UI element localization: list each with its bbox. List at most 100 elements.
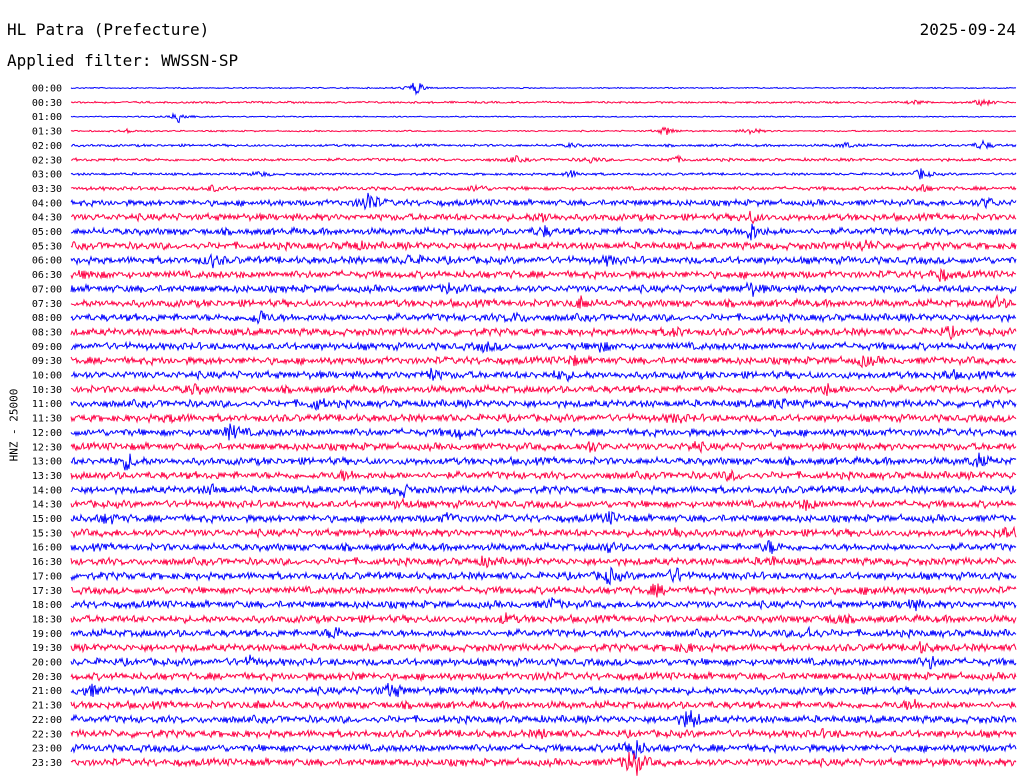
time-tick-label: 17:30	[32, 586, 62, 597]
seismic-trace-1330	[70, 468, 1017, 483]
time-tick-label: 10:30	[32, 385, 62, 396]
seismic-trace-0400	[70, 192, 1017, 211]
time-tick-label: 12:30	[32, 442, 62, 453]
seismic-trace-1100	[70, 397, 1017, 412]
time-tick-label: 09:00	[32, 342, 62, 353]
seismic-trace-0030	[70, 98, 1017, 107]
time-tick-label: 06:30	[32, 270, 62, 281]
time-tick-label: 15:30	[32, 528, 62, 539]
time-tick-label: 05:30	[32, 241, 62, 252]
seismic-trace-1200	[70, 423, 1017, 441]
time-tick-label: 21:00	[32, 686, 62, 697]
station-title: HL Patra (Prefecture)	[7, 20, 210, 39]
seismic-trace-2200	[70, 710, 1017, 728]
seismic-trace-1430	[70, 497, 1017, 511]
seismic-trace-2100	[70, 682, 1017, 698]
date-label: 2025-09-24	[919, 20, 1016, 39]
seismic-trace-0500	[70, 223, 1017, 241]
seismic-trace-0730	[70, 293, 1017, 309]
time-tick-label: 07:00	[32, 284, 62, 295]
seismic-trace-0630	[70, 267, 1017, 282]
time-tick-label: 11:30	[32, 414, 62, 425]
seismic-trace-0600	[70, 252, 1017, 269]
seismic-trace-2030	[70, 670, 1017, 683]
time-tick-label: 11:00	[32, 399, 62, 410]
time-tick-label: 21:30	[32, 701, 62, 712]
seismic-trace-0930	[70, 354, 1017, 369]
time-tick-label: 03:30	[32, 184, 62, 195]
seismic-trace-1830	[70, 612, 1017, 625]
time-tick-label: 19:30	[32, 643, 62, 654]
time-tick-label: 16:00	[32, 543, 62, 554]
seismic-trace-1300	[70, 452, 1017, 471]
seismic-trace-0230	[70, 154, 1017, 164]
seismic-trace-2000	[70, 654, 1017, 670]
seismic-trace-1530	[70, 525, 1017, 539]
time-tick-label: 18:30	[32, 614, 62, 625]
seismic-trace-0800	[70, 310, 1017, 325]
time-tick-label: 00:00	[32, 84, 62, 95]
time-tick-label: 04:30	[32, 213, 62, 224]
seismic-trace-0200	[70, 139, 1017, 150]
seismic-trace-1630	[70, 555, 1017, 569]
trace-layer	[70, 82, 1017, 776]
time-tick-label: 20:00	[32, 658, 62, 669]
seismic-trace-1600	[70, 539, 1017, 554]
time-tick-label: 15:00	[32, 514, 62, 525]
time-tick-label: 07:30	[32, 299, 62, 310]
seismic-trace-1130	[70, 412, 1017, 425]
time-tick-label: 04:00	[32, 198, 62, 209]
seismic-trace-0900	[70, 340, 1017, 354]
time-tick-label: 00:30	[32, 98, 62, 109]
seismic-trace-1700	[70, 566, 1017, 586]
time-tick-label: 12:00	[32, 428, 62, 439]
time-tick-label: 01:30	[32, 127, 62, 138]
time-tick-label: 16:30	[32, 557, 62, 568]
seismic-trace-1730	[70, 583, 1017, 598]
seismic-trace-2230	[70, 727, 1017, 740]
time-tick-label: 13:00	[32, 457, 62, 468]
time-tick-label: 05:00	[32, 227, 62, 238]
seismic-trace-0700	[70, 281, 1017, 297]
time-tick-label: 22:30	[32, 729, 62, 740]
seismic-trace-2130	[70, 698, 1017, 711]
time-tick-label: 10:00	[32, 371, 62, 382]
time-tick-label: 14:30	[32, 500, 62, 511]
time-tick-label: 20:30	[32, 672, 62, 683]
seismic-trace-0130	[70, 126, 1017, 136]
time-tick-label: 13:30	[32, 471, 62, 482]
seismic-trace-0000	[70, 82, 1017, 96]
time-tick-label: 23:30	[32, 758, 62, 769]
time-tick-label: 01:00	[32, 112, 62, 123]
time-tick-label: 19:00	[32, 629, 62, 640]
seismic-trace-2300	[70, 740, 1017, 761]
time-tick-label: 22:00	[32, 715, 62, 726]
time-tick-label: 14:00	[32, 485, 62, 496]
tick-label-layer: 00:00 00:30 01:00 01:30 02:00 02:30 03:00 03:30…	[32, 84, 62, 769]
seismic-trace-1800	[70, 597, 1017, 612]
seismic-trace-0100	[70, 112, 1017, 124]
seismic-trace-0530	[70, 239, 1017, 253]
seismic-trace-1230	[70, 440, 1017, 455]
seismic-trace-1930	[70, 641, 1017, 654]
time-tick-label: 08:30	[32, 327, 62, 338]
time-tick-label: 08:00	[32, 313, 62, 324]
seismic-trace-2330	[70, 751, 1017, 776]
seismic-trace-1500	[70, 511, 1017, 525]
time-tick-label: 17:00	[32, 571, 62, 582]
time-tick-label: 09:30	[32, 356, 62, 367]
time-tick-label: 06:00	[32, 256, 62, 267]
time-tick-label: 23:00	[32, 744, 62, 755]
seismic-trace-1900	[70, 625, 1017, 640]
time-tick-label: 02:00	[32, 141, 62, 152]
seismic-trace-1030	[70, 383, 1017, 397]
seismic-trace-0300	[70, 168, 1017, 180]
seismic-trace-0330	[70, 183, 1017, 193]
seismic-trace-1000	[70, 367, 1017, 383]
seismic-trace-0830	[70, 325, 1017, 341]
time-tick-label: 02:30	[32, 155, 62, 166]
time-tick-label: 03:00	[32, 170, 62, 181]
filter-label: Applied filter: WWSSN-SP	[7, 51, 239, 70]
seismic-trace-0430	[70, 210, 1017, 225]
